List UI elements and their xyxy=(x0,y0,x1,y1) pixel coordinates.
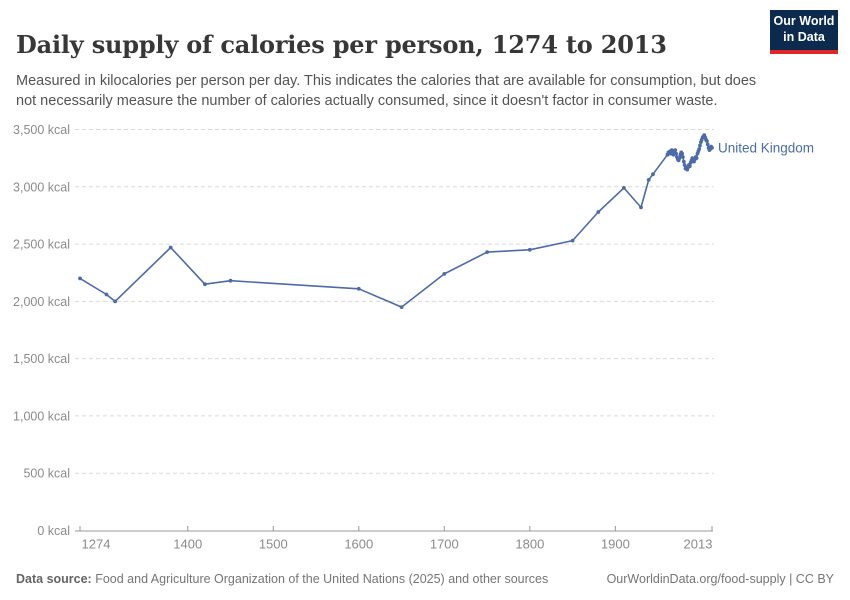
data-point-marker xyxy=(113,299,117,304)
data-point-marker xyxy=(677,156,682,161)
x-axis-label: 1800 xyxy=(515,537,544,552)
data-point-marker xyxy=(680,151,684,156)
attribution-link[interactable]: OurWorldinData.org/food-supply | CC BY xyxy=(606,572,834,586)
y-axis-label: 1,500 kcal xyxy=(13,352,70,366)
data-point-marker xyxy=(527,247,532,252)
y-axis-label: 0 kcal xyxy=(37,524,70,538)
data-point-marker xyxy=(203,282,207,287)
x-axis-label: 1400 xyxy=(173,537,202,552)
data-point-marker xyxy=(399,305,404,309)
data-point-marker xyxy=(485,250,489,255)
y-axis-label: 3,500 kcal xyxy=(13,123,70,137)
y-axis-label: 2,500 kcal xyxy=(13,238,70,252)
data-point-marker xyxy=(681,159,686,164)
data-point-marker xyxy=(710,145,714,150)
page-title: Daily supply of calories per person, 127… xyxy=(16,30,667,60)
data-source-text: Food and Agriculture Organization of the… xyxy=(91,572,549,586)
data-point-marker xyxy=(705,142,710,147)
y-axis-label: 1,000 kcal xyxy=(13,409,70,423)
x-axis-label: 1274 xyxy=(82,537,111,552)
data-point-marker xyxy=(168,245,173,250)
y-axis-label: 2,000 kcal xyxy=(13,295,70,309)
owid-logo-line2: in Data xyxy=(783,30,825,44)
data-point-marker xyxy=(442,272,447,276)
data-point-marker xyxy=(698,143,702,148)
chart-subtitle: Measured in kilocalories per person per … xyxy=(16,72,757,109)
data-point-marker xyxy=(596,210,601,214)
data-point-marker xyxy=(78,276,82,281)
series-entity-label: United Kingdom xyxy=(718,140,814,155)
owid-logo-line1: Our World xyxy=(773,14,835,29)
data-point-marker xyxy=(651,172,655,177)
data-point-marker xyxy=(356,286,361,291)
data-point-marker xyxy=(673,148,678,153)
x-axis-label: 2013 xyxy=(684,537,713,552)
data-point-marker xyxy=(622,186,626,190)
data-point-marker xyxy=(674,151,678,156)
chart-footer: Data source: Food and Agriculture Organi… xyxy=(16,572,834,586)
uk-series-line[interactable] xyxy=(79,134,713,308)
data-point-marker xyxy=(697,147,702,151)
x-axis-label: 1600 xyxy=(344,537,373,552)
y-axis-label: 500 kcal xyxy=(23,467,70,481)
x-axis-label: 1700 xyxy=(430,537,459,552)
owid-logo[interactable]: Our World in Data xyxy=(770,10,838,54)
data-point-marker xyxy=(104,292,109,297)
data-point-marker xyxy=(570,238,575,243)
data-point-marker xyxy=(681,155,685,159)
data-point-marker xyxy=(687,164,692,169)
data-point-marker xyxy=(639,205,643,210)
data-point-marker xyxy=(705,139,709,143)
x-axis-label: 1900 xyxy=(601,537,630,552)
data-point-marker xyxy=(646,178,651,182)
data-source-note: Data source: Food and Agriculture Organi… xyxy=(16,572,548,586)
x-axis-label: 1500 xyxy=(259,537,288,552)
data-point-marker xyxy=(228,278,233,283)
data-source-label: Data source: xyxy=(16,572,92,586)
data-point-marker xyxy=(694,156,699,161)
y-axis-label: 3,000 kcal xyxy=(13,180,70,194)
